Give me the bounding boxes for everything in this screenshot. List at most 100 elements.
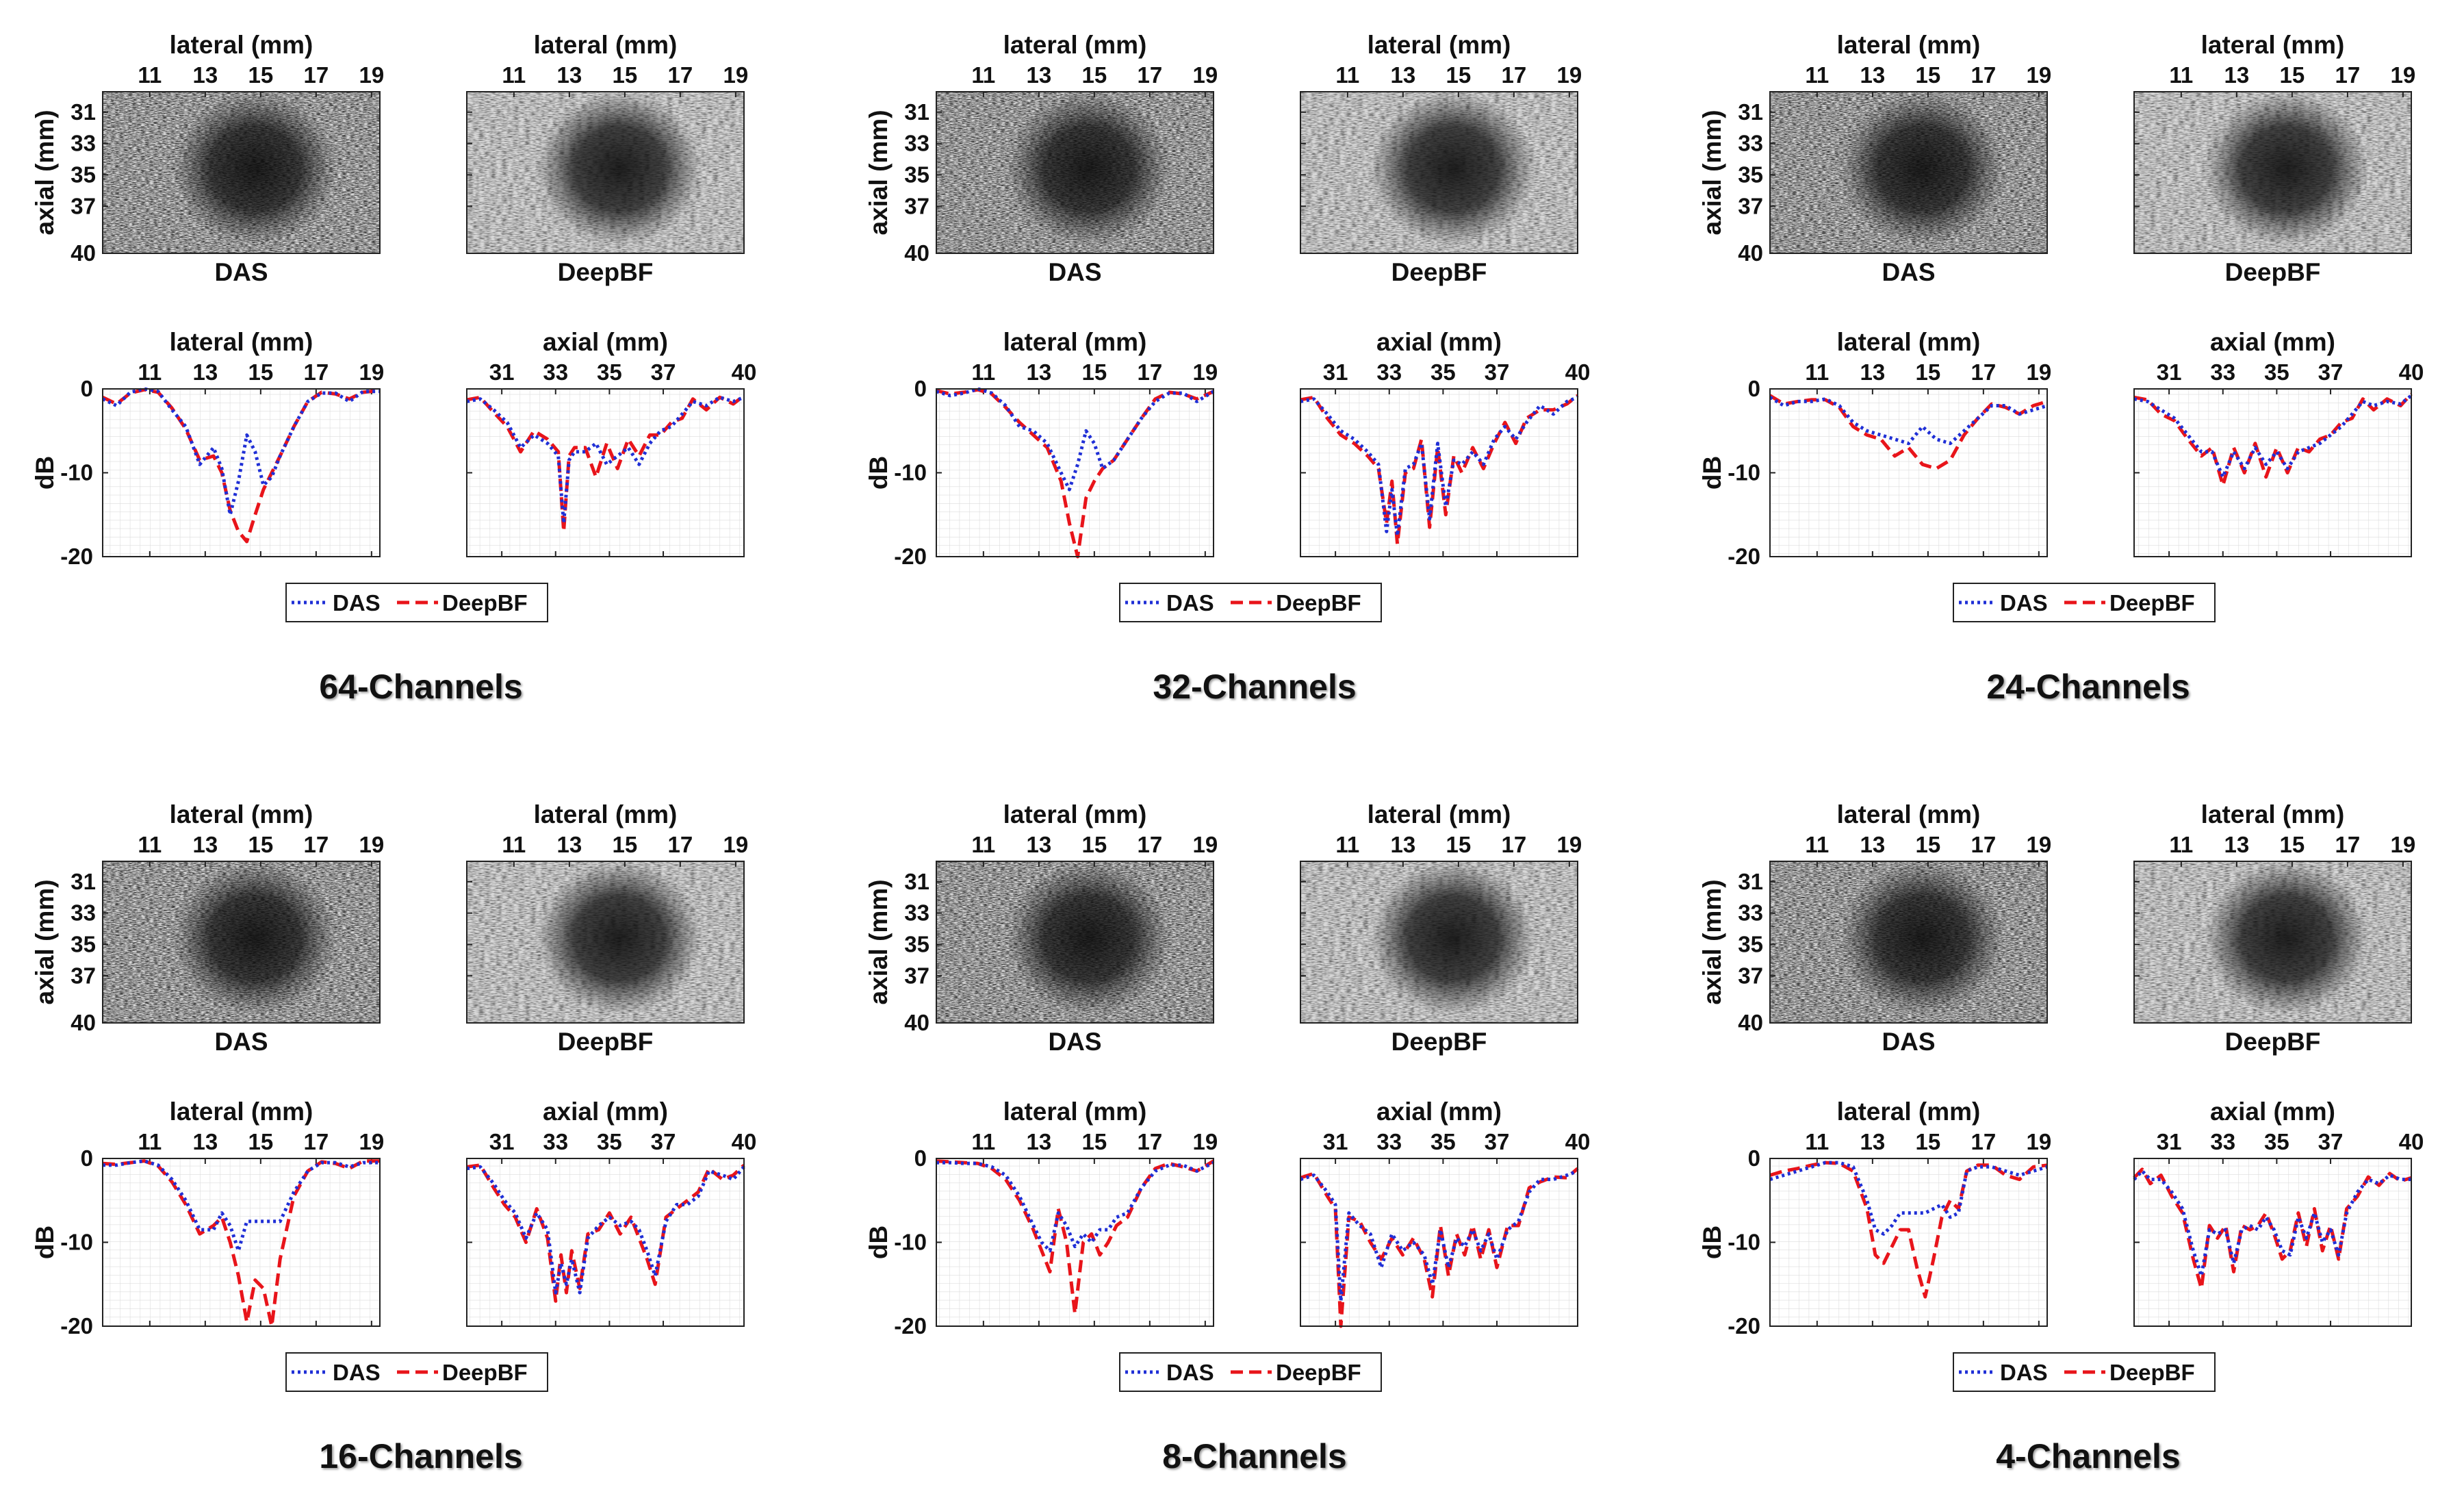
image-ytick: 31 bbox=[1738, 99, 1763, 125]
series-line-das bbox=[103, 1159, 380, 1253]
plot-frame bbox=[466, 388, 745, 557]
series-line-deepbf bbox=[101, 388, 381, 544]
group-title: 32-Channels bbox=[1153, 668, 1356, 706]
image-xlabel: lateral (mm) bbox=[1003, 31, 1147, 59]
image-ytick: 31 bbox=[1738, 869, 1763, 894]
image-caption: DeepBF bbox=[2225, 1028, 2321, 1056]
minor-grid bbox=[103, 389, 380, 557]
image-xtick: 13 bbox=[2224, 832, 2249, 857]
plot-frame bbox=[1300, 1158, 1578, 1327]
image-xlabel: lateral (mm) bbox=[1837, 800, 1981, 828]
image-xtick: 15 bbox=[2279, 832, 2305, 857]
image-frame bbox=[936, 91, 1214, 254]
profile-xtick: 33 bbox=[2210, 1129, 2235, 1154]
image-ytick: 37 bbox=[70, 193, 96, 218]
image-ytick: 35 bbox=[70, 162, 96, 187]
image-ytick: 35 bbox=[1738, 162, 1763, 187]
image-xtick: 19 bbox=[723, 832, 748, 857]
legend-label-deepbf: DeepBF bbox=[1276, 590, 1361, 616]
image-xlabel: lateral (mm) bbox=[1368, 31, 1511, 59]
image-xtick: 13 bbox=[1026, 832, 1051, 857]
image-xtick: 17 bbox=[667, 832, 693, 857]
profile-ylabel: dB bbox=[864, 456, 893, 490]
profile-xtick: 17 bbox=[1137, 1129, 1162, 1154]
cyst-region bbox=[1006, 861, 1171, 1015]
image-xlabel: lateral (mm) bbox=[1368, 800, 1511, 828]
image-xtick: 19 bbox=[359, 832, 384, 857]
profile-plot-axial: axial (mm) 31 33 35 37 40 bbox=[2133, 1098, 2424, 1327]
minor-grid bbox=[467, 1158, 744, 1326]
image-ytick: 37 bbox=[1738, 193, 1763, 218]
profile-xtick: 13 bbox=[1860, 1129, 1885, 1154]
plot-frame bbox=[1300, 388, 1578, 557]
image-xtick: 19 bbox=[1556, 62, 1582, 88]
image-frame bbox=[466, 861, 745, 1024]
image-ytick: 33 bbox=[1738, 131, 1763, 156]
minor-grid bbox=[1770, 389, 2047, 557]
profile-xlabel: lateral (mm) bbox=[1003, 1098, 1147, 1126]
legend-label-das: DAS bbox=[1166, 590, 1214, 616]
plot-frame bbox=[1769, 1158, 2048, 1327]
image-xtick: 19 bbox=[2026, 62, 2051, 88]
image-xtick: 15 bbox=[1446, 832, 1471, 857]
image-ytick: 37 bbox=[1738, 963, 1763, 988]
series-line-das bbox=[1769, 396, 2048, 446]
profile-ytick: -10 bbox=[894, 1230, 927, 1255]
series-line-deepbf bbox=[102, 1159, 380, 1328]
legend: DAS DeepBF bbox=[1119, 1352, 1382, 1392]
minor-grid bbox=[1770, 1158, 2047, 1326]
profile-ylabel: dB bbox=[1698, 1226, 1726, 1259]
image-xtick: 13 bbox=[1390, 62, 1415, 88]
profile-xtick: 15 bbox=[1081, 359, 1107, 385]
profile-xtick: 13 bbox=[192, 1129, 218, 1154]
series-line-deepbf bbox=[466, 394, 745, 533]
image-frame bbox=[102, 861, 381, 1024]
bmode-image-deepbf: lateral (mm) 11 13 15 17 19 DeepBF bbox=[1300, 800, 1582, 1056]
profile-plot-lateral: lateral (mm) 11 13 15 17 19 0 -10 -20 dB bbox=[1698, 1098, 2051, 1339]
image-xtick: 11 bbox=[971, 832, 995, 857]
profile-xtick: 37 bbox=[1485, 1129, 1510, 1154]
legend-label-das: DAS bbox=[333, 1360, 381, 1385]
image-ytick: 31 bbox=[70, 869, 96, 894]
image-xtick: 11 bbox=[2169, 832, 2193, 857]
profile-xtick: 17 bbox=[303, 359, 329, 385]
profile-xlabel: axial (mm) bbox=[1376, 1098, 1502, 1126]
profile-ytick: -10 bbox=[1728, 1230, 1760, 1255]
plot-frame bbox=[1769, 388, 2048, 557]
image-caption: DAS bbox=[1882, 258, 1935, 286]
minor-grid bbox=[467, 389, 744, 557]
profile-ytick: 0 bbox=[1748, 1145, 1760, 1171]
legend: DAS DeepBF bbox=[1953, 1352, 2216, 1392]
group-title: 24-Channels bbox=[1986, 668, 2190, 706]
image-xtick: 11 bbox=[1805, 832, 1829, 857]
image-caption: DAS bbox=[214, 258, 268, 286]
image-xtick: 15 bbox=[1081, 832, 1107, 857]
image-caption: DeepBF bbox=[1391, 1028, 1487, 1056]
profile-xlabel: axial (mm) bbox=[543, 328, 668, 356]
speckle-texture bbox=[936, 92, 1214, 253]
profile-xtick: 35 bbox=[597, 359, 622, 385]
image-xtick: 13 bbox=[1860, 62, 1885, 88]
profile-ytick: -10 bbox=[60, 1230, 93, 1255]
image-ytick: 37 bbox=[70, 963, 96, 988]
image-ytick: 40 bbox=[904, 1010, 929, 1035]
cyst-region bbox=[1370, 861, 1535, 1015]
legend-label-deepbf: DeepBF bbox=[1276, 1360, 1361, 1385]
profile-xtick: 33 bbox=[2210, 359, 2235, 385]
legend: DAS DeepBF bbox=[285, 1352, 548, 1392]
image-xlabel: lateral (mm) bbox=[170, 800, 313, 828]
profile-xtick: 31 bbox=[1323, 359, 1348, 385]
image-xtick: 11 bbox=[502, 832, 526, 857]
profile-xtick: 11 bbox=[138, 1129, 162, 1154]
profile-ytick: -20 bbox=[1728, 544, 1760, 569]
speckle-texture bbox=[467, 92, 744, 253]
bmode-image-das: lateral (mm) 11 13 15 17 19 31 33 35 37 40 axial (m… bbox=[864, 800, 1218, 1056]
image-xlabel: lateral (mm) bbox=[2201, 31, 2345, 59]
profile-xlabel: lateral (mm) bbox=[1003, 328, 1147, 356]
bmode-image-deepbf: lateral (mm) 11 13 15 17 19 DeepBF bbox=[1300, 31, 1582, 286]
profile-xlabel: lateral (mm) bbox=[1837, 328, 1981, 356]
minor-grid bbox=[2134, 389, 2411, 557]
image-xtick: 19 bbox=[2026, 832, 2051, 857]
image-xlabel: lateral (mm) bbox=[1837, 31, 1981, 59]
bmode-image-das: lateral (mm) 11 13 15 17 19 31 33 35 37 40 axial (m… bbox=[864, 31, 1218, 286]
